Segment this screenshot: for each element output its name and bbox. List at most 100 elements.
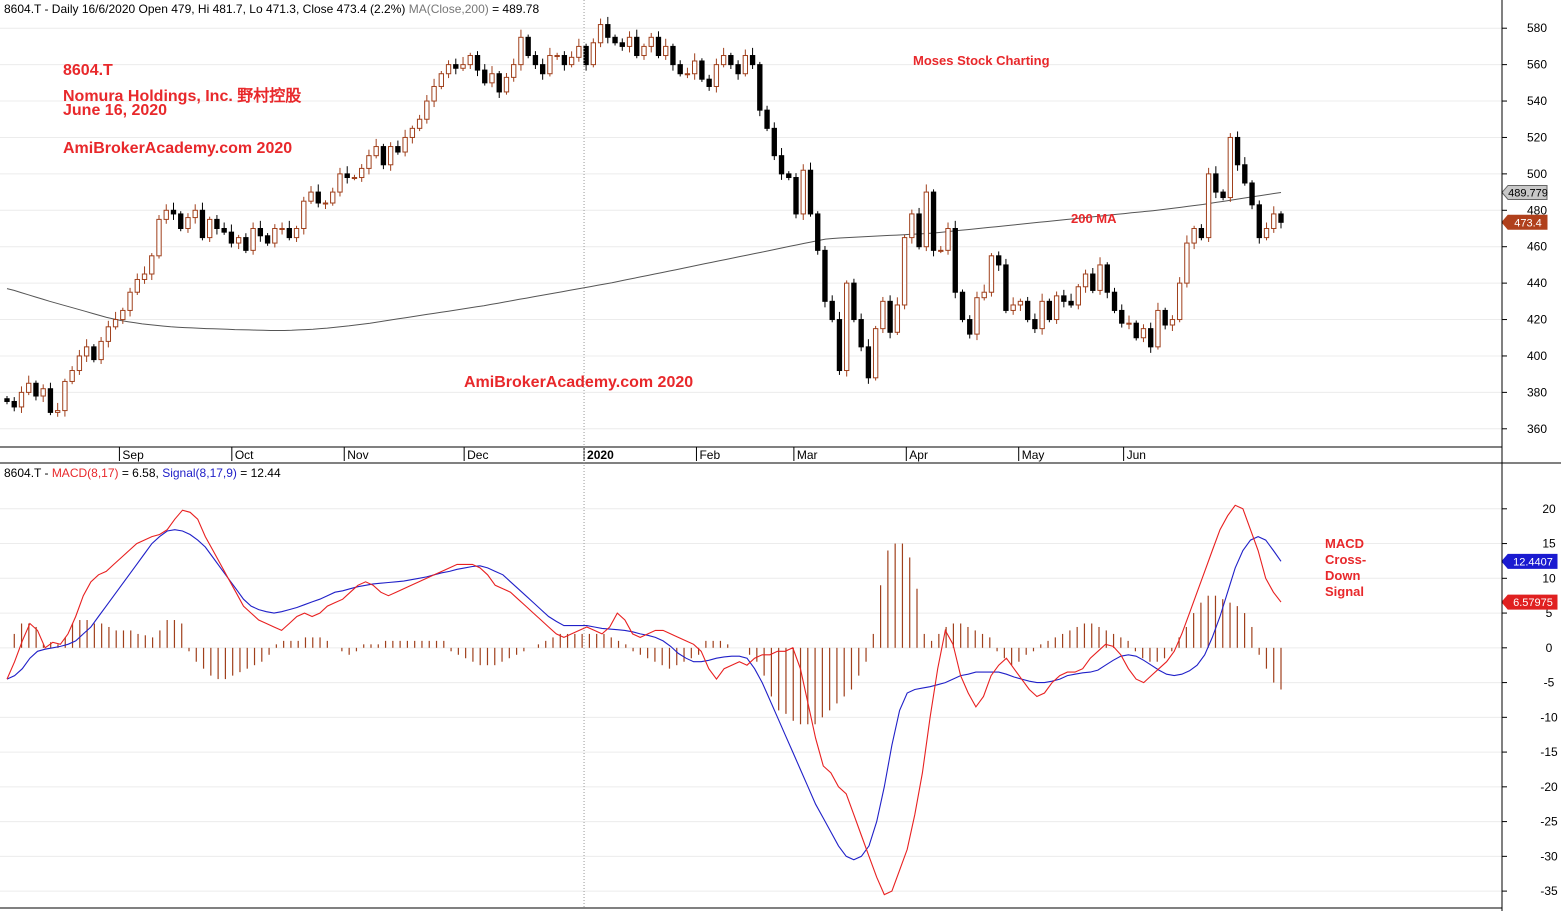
- candle: [771, 122, 777, 161]
- candle-body: [47, 388, 54, 413]
- candle: [105, 320, 112, 348]
- candle: [453, 58, 459, 75]
- candle: [677, 60, 683, 77]
- ma200-line: [6, 192, 1282, 331]
- candle: [554, 52, 560, 60]
- candle-body: [800, 169, 806, 215]
- candle: [301, 196, 307, 235]
- candle-body: [1053, 295, 1060, 321]
- candle: [1140, 324, 1147, 343]
- candle-body: [1090, 273, 1096, 291]
- candle: [1082, 269, 1089, 293]
- candle-body: [424, 100, 430, 120]
- candle-body: [1256, 204, 1262, 239]
- candle: [561, 51, 568, 71]
- candle: [1184, 235, 1190, 288]
- candle-body: [648, 36, 654, 47]
- candle-body: [1104, 264, 1110, 293]
- candle-body: [511, 64, 517, 78]
- candle-body: [865, 346, 872, 379]
- candle-body: [634, 36, 640, 57]
- candle: [952, 220, 958, 299]
- candle: [207, 216, 213, 242]
- candle: [684, 67, 691, 79]
- candle-body: [330, 191, 336, 204]
- price-tick-label: 460: [1527, 240, 1547, 254]
- candle-body: [272, 228, 278, 244]
- candle: [663, 38, 669, 60]
- candle: [576, 38, 582, 62]
- candle-body: [663, 45, 669, 57]
- candle-body: [1068, 300, 1074, 306]
- candle-body: [829, 300, 835, 321]
- macd-value: = 6.58,: [118, 466, 163, 480]
- candle-body: [264, 235, 271, 244]
- candle: [141, 266, 148, 284]
- candle-body: [308, 191, 314, 202]
- candle-body: [1169, 319, 1176, 326]
- candle-body: [605, 24, 611, 38]
- moses-annotation: Moses Stock Charting: [913, 53, 1050, 68]
- candle-body: [909, 213, 915, 239]
- candle: [988, 253, 995, 297]
- candle: [83, 339, 90, 362]
- candle: [1053, 291, 1060, 324]
- candle: [807, 162, 814, 217]
- candle-body: [1017, 300, 1024, 306]
- candle: [257, 220, 264, 242]
- price-tick-label: 580: [1527, 21, 1547, 35]
- candle-body: [293, 228, 300, 239]
- candle: [539, 58, 546, 80]
- candle-body: [1046, 300, 1053, 321]
- candle-body: [684, 73, 691, 76]
- candle-body: [1213, 173, 1219, 193]
- candle: [923, 184, 929, 252]
- candle: [192, 204, 198, 224]
- candle: [742, 49, 749, 77]
- candle: [1155, 302, 1161, 350]
- ma200-annotation: 200 MA: [1071, 211, 1117, 226]
- candle-body: [214, 218, 220, 229]
- candle-body: [178, 213, 184, 230]
- candle-body: [735, 64, 741, 75]
- candle: [467, 52, 473, 69]
- candle-body: [858, 319, 864, 348]
- candle: [54, 402, 61, 417]
- candle-body: [923, 191, 929, 248]
- candle: [1039, 293, 1045, 335]
- candle-body: [749, 55, 756, 66]
- month-label: Nov: [347, 448, 368, 462]
- candle: [590, 38, 597, 68]
- candle: [1220, 189, 1226, 201]
- macd-tick-label: -30: [1540, 849, 1558, 863]
- candle-body: [1271, 213, 1277, 230]
- month-label: Sep: [122, 448, 144, 462]
- candle-body: [590, 42, 597, 66]
- candle-body: [207, 218, 213, 239]
- candle-body: [1184, 242, 1190, 284]
- candle: [959, 289, 966, 323]
- candle: [901, 234, 908, 310]
- candle-body: [416, 118, 423, 129]
- candle-body: [713, 64, 720, 87]
- candle-body: [786, 173, 792, 179]
- candle-body: [503, 76, 510, 93]
- candle-body: [901, 237, 908, 306]
- candle: [518, 29, 524, 71]
- candle: [482, 64, 488, 86]
- candle: [511, 58, 517, 82]
- candle: [308, 186, 314, 204]
- candle-body: [11, 400, 17, 408]
- candle: [568, 51, 575, 68]
- candle-body: [26, 382, 32, 393]
- candle: [1242, 157, 1248, 186]
- candle-body: [793, 177, 799, 215]
- candle: [26, 375, 32, 396]
- candle-body: [409, 127, 416, 138]
- macd-header: 8604.T - MACD(8,17) = 6.58, Signal(8,17,…: [4, 466, 281, 480]
- candle: [1205, 167, 1212, 242]
- macd-tick-label: 0: [1546, 641, 1553, 655]
- macd-tick-label: 15: [1542, 537, 1556, 551]
- candle-body: [1111, 291, 1118, 311]
- macd-tick-label: 5: [1546, 606, 1553, 620]
